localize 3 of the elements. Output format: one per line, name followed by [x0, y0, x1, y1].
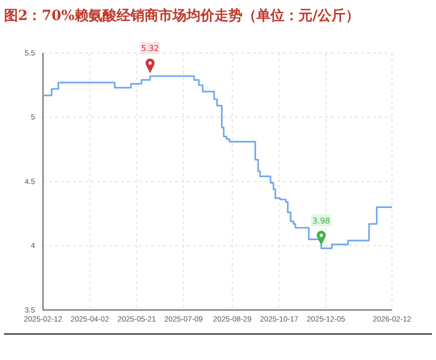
chart-title: 图2：70%赖氨酸经销商市场均价走势（单位：元/公斤） [4, 7, 360, 24]
annotation: 3.98 [312, 216, 330, 226]
annotation: 5.32 [141, 44, 159, 54]
